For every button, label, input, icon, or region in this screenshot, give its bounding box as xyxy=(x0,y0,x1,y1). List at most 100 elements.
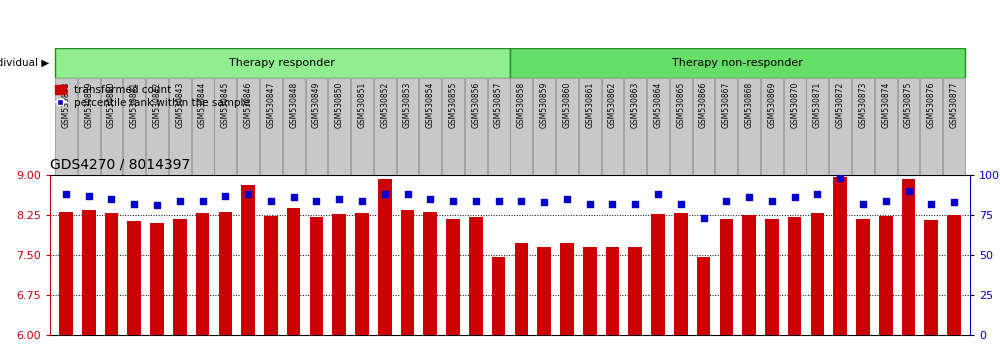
Bar xyxy=(533,78,555,175)
Bar xyxy=(856,219,870,335)
Point xyxy=(172,198,188,204)
Text: GSM530843: GSM530843 xyxy=(175,82,184,128)
Bar xyxy=(374,78,396,175)
Text: GSM530875: GSM530875 xyxy=(904,82,913,128)
Bar xyxy=(419,78,441,175)
Text: GSM530842: GSM530842 xyxy=(153,82,162,128)
Bar xyxy=(806,78,828,175)
Bar xyxy=(947,215,961,335)
Point xyxy=(149,202,165,208)
Bar xyxy=(875,78,897,175)
Bar xyxy=(123,78,145,175)
Text: GSM530869: GSM530869 xyxy=(767,82,776,128)
Point xyxy=(627,201,643,207)
Bar xyxy=(788,217,801,335)
Bar xyxy=(715,78,737,175)
Bar xyxy=(328,78,350,175)
Bar xyxy=(465,78,487,175)
Bar xyxy=(537,247,551,335)
Bar xyxy=(173,219,187,335)
Text: GDS4270 / 8014397: GDS4270 / 8014397 xyxy=(50,158,190,171)
Point xyxy=(559,196,575,202)
Text: GSM530866: GSM530866 xyxy=(699,82,708,128)
Bar xyxy=(920,78,942,175)
Point xyxy=(513,198,529,204)
Text: GSM530840: GSM530840 xyxy=(107,82,116,128)
Bar xyxy=(101,78,122,175)
Bar xyxy=(105,213,118,335)
Bar xyxy=(488,78,510,175)
Bar xyxy=(761,78,783,175)
Bar xyxy=(602,78,623,175)
Bar xyxy=(560,243,574,335)
Text: GSM530849: GSM530849 xyxy=(312,82,321,128)
Text: GSM530857: GSM530857 xyxy=(494,82,503,128)
Text: GSM530839: GSM530839 xyxy=(84,82,93,128)
Point xyxy=(286,195,302,200)
Point xyxy=(604,201,620,207)
Text: GSM530844: GSM530844 xyxy=(198,82,207,128)
Bar xyxy=(127,221,141,335)
Text: GSM530850: GSM530850 xyxy=(335,82,344,128)
Bar xyxy=(442,78,464,175)
Bar xyxy=(833,177,847,335)
Bar xyxy=(742,215,756,335)
Point xyxy=(650,192,666,197)
Bar xyxy=(902,179,915,335)
Point xyxy=(832,175,848,181)
Point xyxy=(354,198,370,204)
Text: GSM530856: GSM530856 xyxy=(471,82,480,128)
Bar xyxy=(510,78,532,175)
Bar xyxy=(693,78,714,175)
Text: GSM530851: GSM530851 xyxy=(357,82,366,128)
Text: GSM530855: GSM530855 xyxy=(449,82,458,128)
Bar xyxy=(924,220,938,335)
Text: Therapy responder: Therapy responder xyxy=(229,58,335,68)
Bar xyxy=(765,219,779,335)
Bar xyxy=(492,257,505,335)
Bar xyxy=(214,78,236,175)
Point xyxy=(536,199,552,205)
Bar xyxy=(784,78,806,175)
Point xyxy=(422,196,438,202)
Text: GSM530861: GSM530861 xyxy=(585,82,594,128)
Bar xyxy=(146,78,168,175)
Point xyxy=(400,192,416,197)
Bar xyxy=(150,223,164,335)
Point xyxy=(331,196,347,202)
Text: GSM530852: GSM530852 xyxy=(380,82,389,128)
Bar xyxy=(628,247,642,335)
Point xyxy=(946,199,962,205)
Bar xyxy=(674,213,688,335)
Point xyxy=(58,192,74,197)
Point xyxy=(81,193,97,199)
Text: GSM530870: GSM530870 xyxy=(790,82,799,128)
Bar xyxy=(192,78,214,175)
Bar xyxy=(78,78,100,175)
Bar xyxy=(423,212,437,335)
Text: GSM530838: GSM530838 xyxy=(61,82,70,128)
Point xyxy=(195,198,211,204)
Bar xyxy=(355,213,369,335)
Text: GSM530858: GSM530858 xyxy=(517,82,526,128)
Bar xyxy=(647,78,669,175)
Bar xyxy=(624,78,646,175)
Bar xyxy=(898,78,919,175)
Text: GSM530862: GSM530862 xyxy=(608,82,617,128)
Bar xyxy=(556,78,578,175)
Bar xyxy=(738,78,760,175)
Text: GSM530846: GSM530846 xyxy=(244,82,253,128)
Bar xyxy=(720,219,733,335)
Point xyxy=(718,198,734,204)
Bar xyxy=(219,212,232,335)
Point xyxy=(673,201,689,207)
Point xyxy=(787,195,803,200)
Point xyxy=(809,192,825,197)
Text: GSM530864: GSM530864 xyxy=(654,82,663,128)
Bar xyxy=(651,214,665,335)
Bar xyxy=(332,214,346,335)
Text: GSM530874: GSM530874 xyxy=(881,82,890,128)
Bar xyxy=(606,247,619,335)
Bar xyxy=(583,247,597,335)
Text: GSM530847: GSM530847 xyxy=(266,82,275,128)
